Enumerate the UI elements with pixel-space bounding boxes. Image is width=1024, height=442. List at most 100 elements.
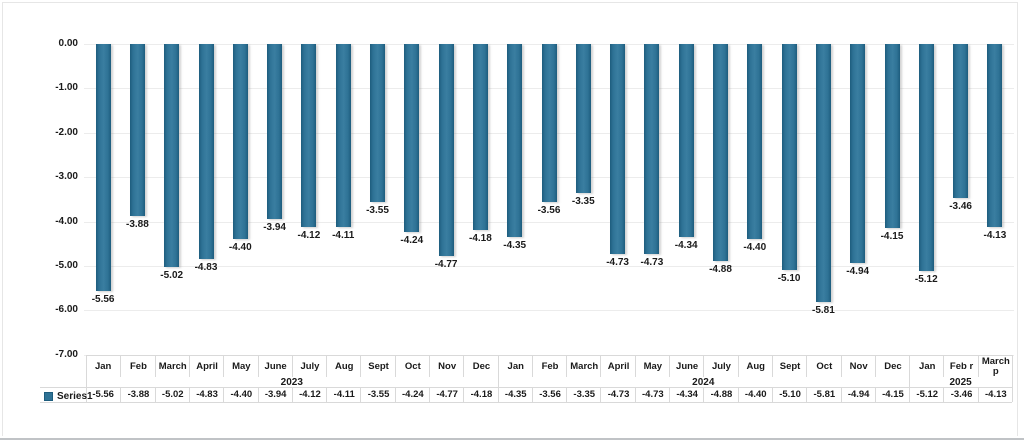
bar [815,44,831,302]
bar-value-label: -5.12 [914,274,938,286]
bar-value-label: -4.83 [194,261,218,273]
value-cell: -5.56 [92,389,114,400]
year-label: 2024 [692,377,715,388]
month-cell: June [257,356,293,377]
month-cell: Nov [429,356,464,377]
bar [575,44,591,193]
bar [987,44,1003,228]
bar-value-label: -4.13 [983,230,1007,242]
bar-value-label: -3.55 [366,204,389,216]
y-axis-tick-label: -4.00 [55,215,78,227]
bar [164,44,180,267]
month-cell: Nov [840,356,876,377]
value-cell: -4.15 [874,388,910,402]
month-cell: Jan [94,360,112,372]
value-cell: -3.94 [257,388,293,402]
value-cell: -3.56 [531,388,567,402]
table-border-line [40,387,1012,388]
value-cell: -5.12 [909,388,944,402]
bar [610,44,626,254]
bar-value-label: -4.24 [400,235,424,247]
value-cell: -4.73 [600,388,635,402]
value-cell: -4.40 [223,388,258,402]
value-cell: -4.83 [188,388,224,402]
bar [472,44,488,230]
bar [95,44,111,291]
value-cell: -4.88 [703,388,738,402]
table-border-line [40,402,1012,403]
month-cell: March [566,356,601,377]
month-cell: May [634,356,670,377]
bar-value-label: -4.73 [606,257,629,268]
bar-value-label: -3.46 [949,200,972,212]
bar-value-label: -4.94 [846,266,870,278]
value-cell: -4.12 [291,388,327,402]
value-cell: -3.46 [943,388,978,402]
legend-swatch-icon [44,392,53,401]
bottom-divider [0,438,1024,440]
month-cell: Oct [806,356,841,377]
bar-value-label: -4.34 [674,239,698,251]
bar-value-label: -4.11 [332,229,355,241]
month-cell: Feb [531,356,567,377]
bar-value-label: -5.81 [811,305,835,316]
month-cell: April [188,356,224,377]
year-label: 2025 [949,377,972,388]
gridline [84,310,1014,312]
month-cell: July [703,356,738,377]
month-cell: April [600,356,635,377]
bar [953,44,969,198]
bar-value-label: -3.35 [571,195,595,207]
bar [370,44,385,202]
bar-value-label: -4.15 [880,231,904,243]
gridline [84,221,1014,223]
month-cell: Dec [463,356,498,377]
table-border-line [86,355,1012,356]
value-cell: -4.11 [326,388,361,402]
legend: Series1 [44,390,93,403]
value-cell: -4.13 [977,388,1013,402]
month-cell: Aug [326,356,361,377]
bar [507,44,523,238]
value-cell: -4.40 [737,388,773,402]
bar-value-label: -4.18 [468,232,492,244]
bar-value-label: -4.88 [709,263,732,275]
value-cell: -3.35 [566,388,601,402]
bar-value-label: -4.73 [640,257,664,268]
month-cell: June [669,356,704,377]
month-cell: Dec [874,356,910,377]
bar-value-label: -5.56 [91,293,115,305]
month-cell: Oct [394,356,430,377]
y-axis-tick-label: -6.00 [55,304,78,316]
bar-value-label: -5.02 [160,269,184,281]
bar-value-label: -4.77 [434,258,458,270]
legend-label: Series1 [57,390,93,402]
bar [713,44,728,261]
month-cell: Feb [120,356,155,377]
value-cell: -4.24 [394,388,430,402]
bar [678,44,694,237]
value-cell: -4.35 [497,388,533,402]
value-cell: -3.55 [360,388,395,402]
bar-value-label: -4.40 [228,242,252,254]
bar-value-label: -3.56 [537,205,561,217]
month-cell: Sept [360,356,395,377]
table-border-line [1012,355,1013,402]
y-axis-tick-label: -7.00 [55,348,78,360]
bar [747,44,763,240]
month-cell: Jan [909,356,944,377]
bar [301,44,317,227]
bar-value-label: -3.94 [263,221,286,233]
plot-area: 0.00 -1.00 -2.00 -3.00 -4.00 -5.00 -6.00 -7.00 -… [55,38,1014,360]
bar-value-label: -4.40 [743,242,767,254]
bar [404,44,420,233]
bar [232,44,248,240]
bar [644,44,660,254]
bar [438,44,454,256]
data-table: Jan Feb March April May June July Aug Sept Oct Nov… [0,355,1024,405]
value-cell: -5.02 [154,388,190,402]
month-cell: Aug [737,356,773,377]
y-axis-tick-label: -5.00 [55,260,78,271]
value-cell: -5.81 [806,388,841,402]
